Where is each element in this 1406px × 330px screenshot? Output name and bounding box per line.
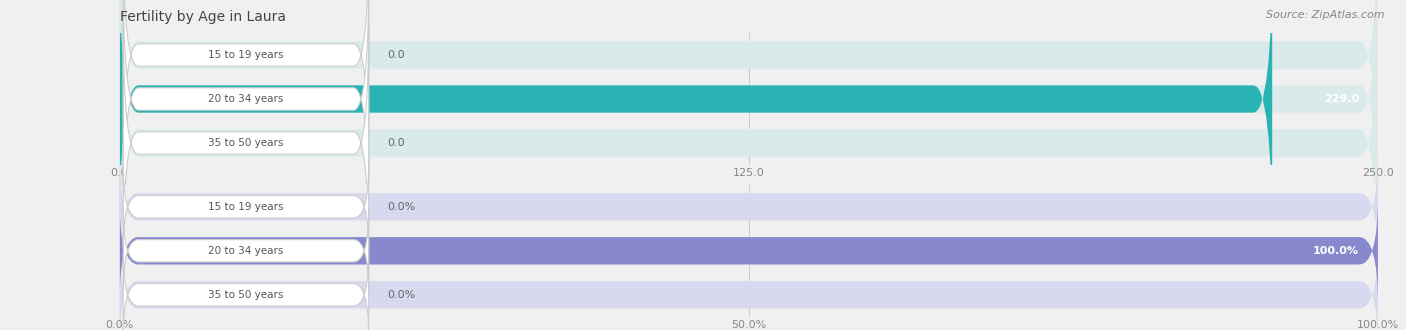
FancyBboxPatch shape	[120, 0, 1378, 206]
Text: 20 to 34 years: 20 to 34 years	[208, 246, 284, 256]
FancyBboxPatch shape	[124, 0, 368, 176]
Text: 35 to 50 years: 35 to 50 years	[208, 290, 284, 300]
Text: 0.0%: 0.0%	[388, 290, 416, 300]
FancyBboxPatch shape	[124, 22, 368, 264]
Text: 15 to 19 years: 15 to 19 years	[208, 202, 284, 212]
FancyBboxPatch shape	[120, 198, 1378, 303]
FancyBboxPatch shape	[120, 243, 1378, 330]
Text: 0.0: 0.0	[388, 50, 405, 60]
FancyBboxPatch shape	[120, 0, 1272, 250]
Text: Source: ZipAtlas.com: Source: ZipAtlas.com	[1267, 10, 1385, 20]
Text: 0.0: 0.0	[388, 138, 405, 148]
FancyBboxPatch shape	[124, 253, 368, 330]
FancyBboxPatch shape	[124, 0, 368, 220]
FancyBboxPatch shape	[120, 154, 1378, 259]
Text: 15 to 19 years: 15 to 19 years	[208, 50, 284, 60]
Text: 229.0: 229.0	[1324, 94, 1360, 104]
FancyBboxPatch shape	[120, 0, 1378, 250]
Text: Fertility by Age in Laura: Fertility by Age in Laura	[120, 10, 285, 24]
Text: 0.0%: 0.0%	[388, 202, 416, 212]
FancyBboxPatch shape	[120, 0, 1378, 294]
FancyBboxPatch shape	[124, 209, 368, 292]
Text: 20 to 34 years: 20 to 34 years	[208, 94, 284, 104]
Text: 100.0%: 100.0%	[1313, 246, 1360, 256]
FancyBboxPatch shape	[120, 198, 1378, 303]
FancyBboxPatch shape	[124, 165, 368, 248]
Text: 35 to 50 years: 35 to 50 years	[208, 138, 284, 148]
